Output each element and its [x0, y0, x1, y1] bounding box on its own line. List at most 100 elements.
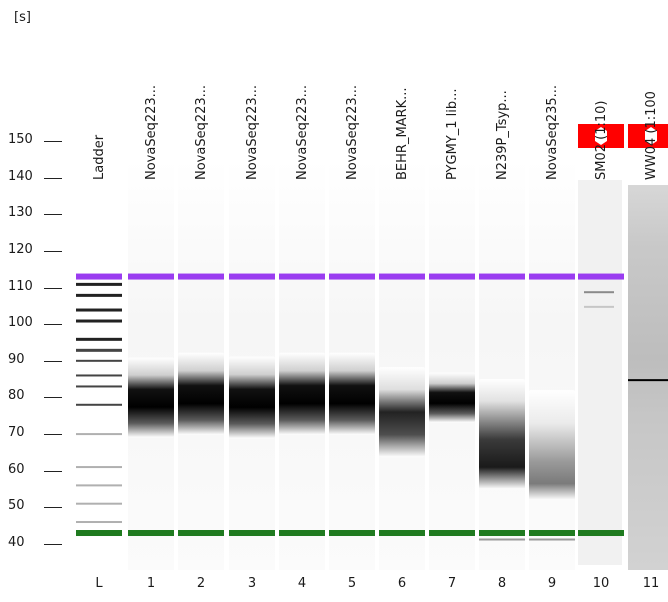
y-tick-label: 90	[8, 351, 25, 367]
ladder-band	[76, 319, 122, 323]
ladder-band	[76, 433, 122, 436]
lane-sample-name[interactable]: NovaSeq223...	[295, 84, 310, 180]
lower-marker	[379, 530, 425, 537]
ladder-band	[76, 293, 122, 297]
lane-sample-name[interactable]: NovaSeq223...	[144, 84, 159, 180]
y-tick-label: 110	[8, 278, 33, 294]
upper-marker	[229, 273, 275, 280]
lane-11-background	[628, 185, 668, 570]
lane-number[interactable]: 5	[347, 576, 357, 591]
ladder-band	[76, 374, 122, 377]
upper-marker	[479, 273, 525, 280]
sample-smear	[128, 357, 174, 438]
sample-smear	[429, 372, 475, 423]
lower-marker	[529, 530, 575, 537]
lower-marker	[178, 530, 224, 537]
upper-marker	[128, 273, 174, 280]
band	[479, 538, 525, 541]
ladder-band	[76, 521, 122, 524]
lane-number[interactable]: 6	[397, 576, 407, 591]
lower-marker	[279, 530, 325, 537]
y-tick-label: 130	[8, 205, 33, 221]
ladder-band	[76, 348, 122, 352]
lane-number[interactable]: 1	[146, 576, 156, 591]
upper-marker	[178, 273, 224, 280]
lane-number[interactable]: 7	[447, 576, 457, 591]
upper-marker	[76, 273, 122, 280]
y-tick-mark	[44, 470, 62, 472]
y-tick-label: 140	[8, 168, 33, 184]
sample-smear	[229, 356, 275, 439]
y-tick-mark	[44, 214, 62, 216]
lane-number[interactable]: 3	[247, 576, 257, 591]
ladder-band	[76, 484, 122, 487]
alert-glyph	[595, 127, 607, 145]
sample-smear	[529, 390, 575, 501]
y-tick-label: 150	[8, 132, 33, 147]
lower-marker	[429, 530, 475, 537]
ladder-band	[76, 308, 122, 312]
lane-sample-name[interactable]: SM02 (1:10)	[594, 100, 609, 180]
lane-number[interactable]: 2	[196, 576, 206, 591]
y-tick-mark	[44, 507, 62, 509]
lane-number[interactable]: 10	[592, 576, 610, 591]
sample-smear	[178, 352, 224, 435]
y-tick-mark	[44, 544, 62, 545]
y-tick-mark	[44, 250, 62, 252]
alert-glyph	[645, 127, 657, 145]
lane-sample-name[interactable]: PYGMY_1 lib...	[445, 88, 460, 180]
band	[584, 305, 614, 308]
sample-smear	[379, 367, 425, 458]
ladder-band	[76, 359, 122, 362]
warning-icon[interactable]	[578, 124, 624, 148]
y-tick-label: 80	[8, 388, 25, 404]
band	[628, 379, 668, 382]
y-tick-mark	[44, 324, 62, 326]
y-tick-mark	[44, 141, 62, 142]
lower-marker	[229, 530, 275, 537]
ladder-band	[76, 282, 122, 286]
ladder-band	[76, 337, 122, 341]
lane-number[interactable]: 9	[547, 576, 557, 591]
ladder-band	[76, 466, 122, 469]
y-tick-mark	[44, 287, 62, 289]
y-tick-label: 70	[8, 425, 25, 441]
lane-background	[429, 160, 475, 570]
lower-marker	[479, 530, 525, 537]
y-axis-unit: [s]	[14, 10, 31, 25]
lower-marker	[329, 530, 375, 537]
lane-sample-name[interactable]: NovaSeq223...	[345, 84, 360, 180]
lane-number[interactable]: 8	[497, 576, 507, 591]
lane-background	[379, 160, 425, 570]
y-tick-label: 50	[8, 498, 25, 514]
lower-marker	[76, 530, 122, 537]
y-tick-label: 100	[8, 315, 33, 331]
upper-marker	[529, 273, 575, 280]
lane-sample-name[interactable]: Ladder	[92, 134, 107, 180]
sample-smear	[479, 379, 525, 490]
y-tick-mark	[44, 177, 62, 179]
lane-number[interactable]: 11	[642, 576, 660, 591]
upper-marker	[329, 273, 375, 280]
lane-background	[529, 160, 575, 570]
lane-sample-name[interactable]: NovaSeq235...	[545, 84, 560, 180]
lower-marker	[128, 530, 174, 537]
lane-number[interactable]: 4	[297, 576, 307, 591]
lane-sample-name[interactable]: BEHR_MARK...	[395, 87, 410, 180]
lane-sample-name[interactable]: NovaSeq223...	[245, 84, 260, 180]
y-tick-label: 120	[8, 241, 33, 257]
lane-background	[479, 160, 525, 570]
lane-number[interactable]: L	[95, 576, 103, 591]
lane-sample-name[interactable]: WW04 (1:100	[644, 91, 659, 180]
band	[584, 291, 614, 294]
lane-10-background	[578, 180, 622, 565]
lane-sample-name[interactable]: N239P_Tsyp...	[495, 90, 510, 180]
warning-icon[interactable]	[628, 124, 668, 148]
y-tick-label: 40	[8, 535, 25, 550]
ladder-band	[76, 403, 122, 406]
upper-marker	[578, 273, 624, 280]
lane-sample-name[interactable]: NovaSeq223...	[194, 84, 209, 180]
y-tick-label: 60	[8, 461, 25, 477]
